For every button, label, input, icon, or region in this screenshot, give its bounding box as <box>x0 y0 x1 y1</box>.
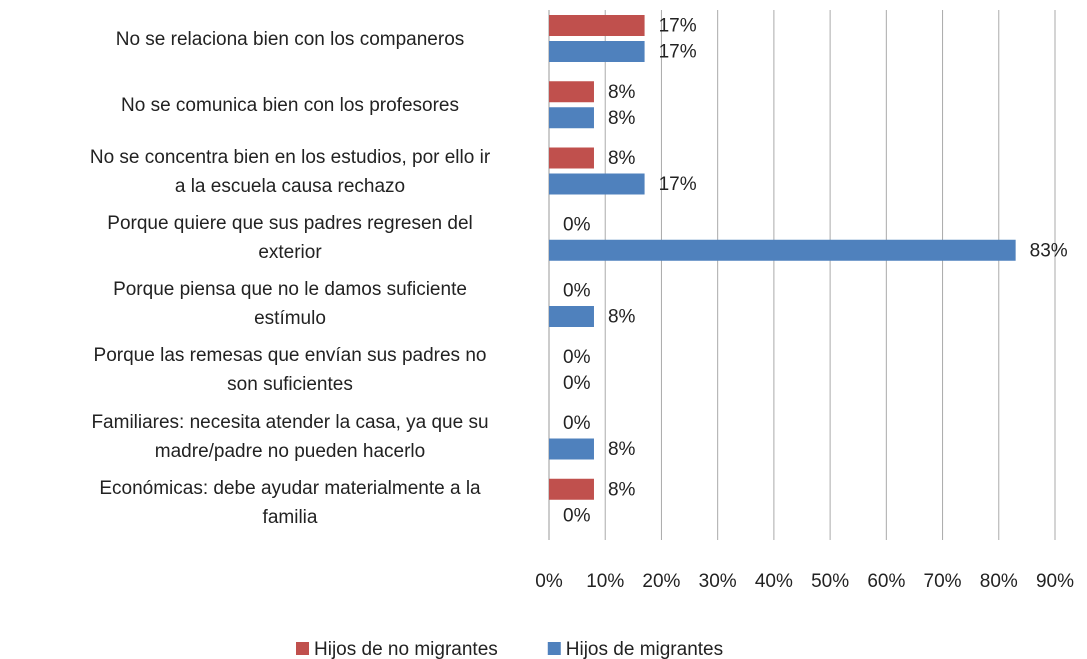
legend-label: Hijos de no migrantes <box>314 639 498 659</box>
data-label: 17% <box>659 174 697 195</box>
data-label: 8% <box>608 307 636 328</box>
x-tick-label: 50% <box>811 571 849 592</box>
data-label: 0% <box>563 373 591 394</box>
bar <box>549 306 594 327</box>
data-label: 8% <box>608 108 636 129</box>
bar <box>549 41 645 62</box>
data-label: 8% <box>608 148 636 169</box>
category-label: Familiares: necesita atender la casa, ya… <box>91 411 489 462</box>
data-label: 0% <box>563 505 591 526</box>
x-tick-label: 20% <box>642 571 680 592</box>
x-tick-label: 70% <box>924 571 962 592</box>
data-label: 17% <box>659 16 697 37</box>
x-tick-label: 60% <box>867 571 905 592</box>
data-label: 8% <box>608 479 636 500</box>
x-tick-label: 10% <box>586 571 624 592</box>
bar <box>549 173 645 195</box>
legend-swatch <box>547 642 561 655</box>
data-label: 8% <box>608 439 636 460</box>
category-label: Porque las remesas que envían sus padres… <box>93 345 487 396</box>
category-label: No se comunica bien con los profesores <box>121 94 459 116</box>
x-tick-label: 80% <box>980 571 1018 592</box>
bar <box>549 478 594 500</box>
data-label: 83% <box>1030 240 1068 261</box>
x-tick-label: 40% <box>755 571 793 592</box>
bar <box>549 239 1016 261</box>
data-label: 8% <box>608 82 636 103</box>
data-label: 0% <box>563 347 591 368</box>
legend-label: Hijos de migrantes <box>566 639 723 659</box>
category-label: Económicas: debe ayudar materialmente a … <box>99 477 481 528</box>
bar <box>549 15 645 36</box>
bar <box>549 438 594 460</box>
data-label: 0% <box>563 214 591 235</box>
category-label: No se relaciona bien con los companeros <box>115 28 465 50</box>
x-tick-label: 0% <box>535 571 563 592</box>
legend-swatch <box>296 642 309 655</box>
data-label: 0% <box>563 413 591 434</box>
bar <box>549 81 594 103</box>
bar <box>549 147 594 169</box>
category-label: Porque quiere que sus padres regresen de… <box>107 212 473 263</box>
data-label: 0% <box>563 281 591 302</box>
bar <box>549 107 594 129</box>
data-label: 17% <box>659 42 697 63</box>
category-label: No se concentra bien en los estudios, po… <box>89 146 491 197</box>
x-tick-label: 90% <box>1036 571 1074 592</box>
category-label: Porque piensa que no le damos suficiente… <box>113 279 467 330</box>
x-tick-label: 30% <box>699 571 737 592</box>
